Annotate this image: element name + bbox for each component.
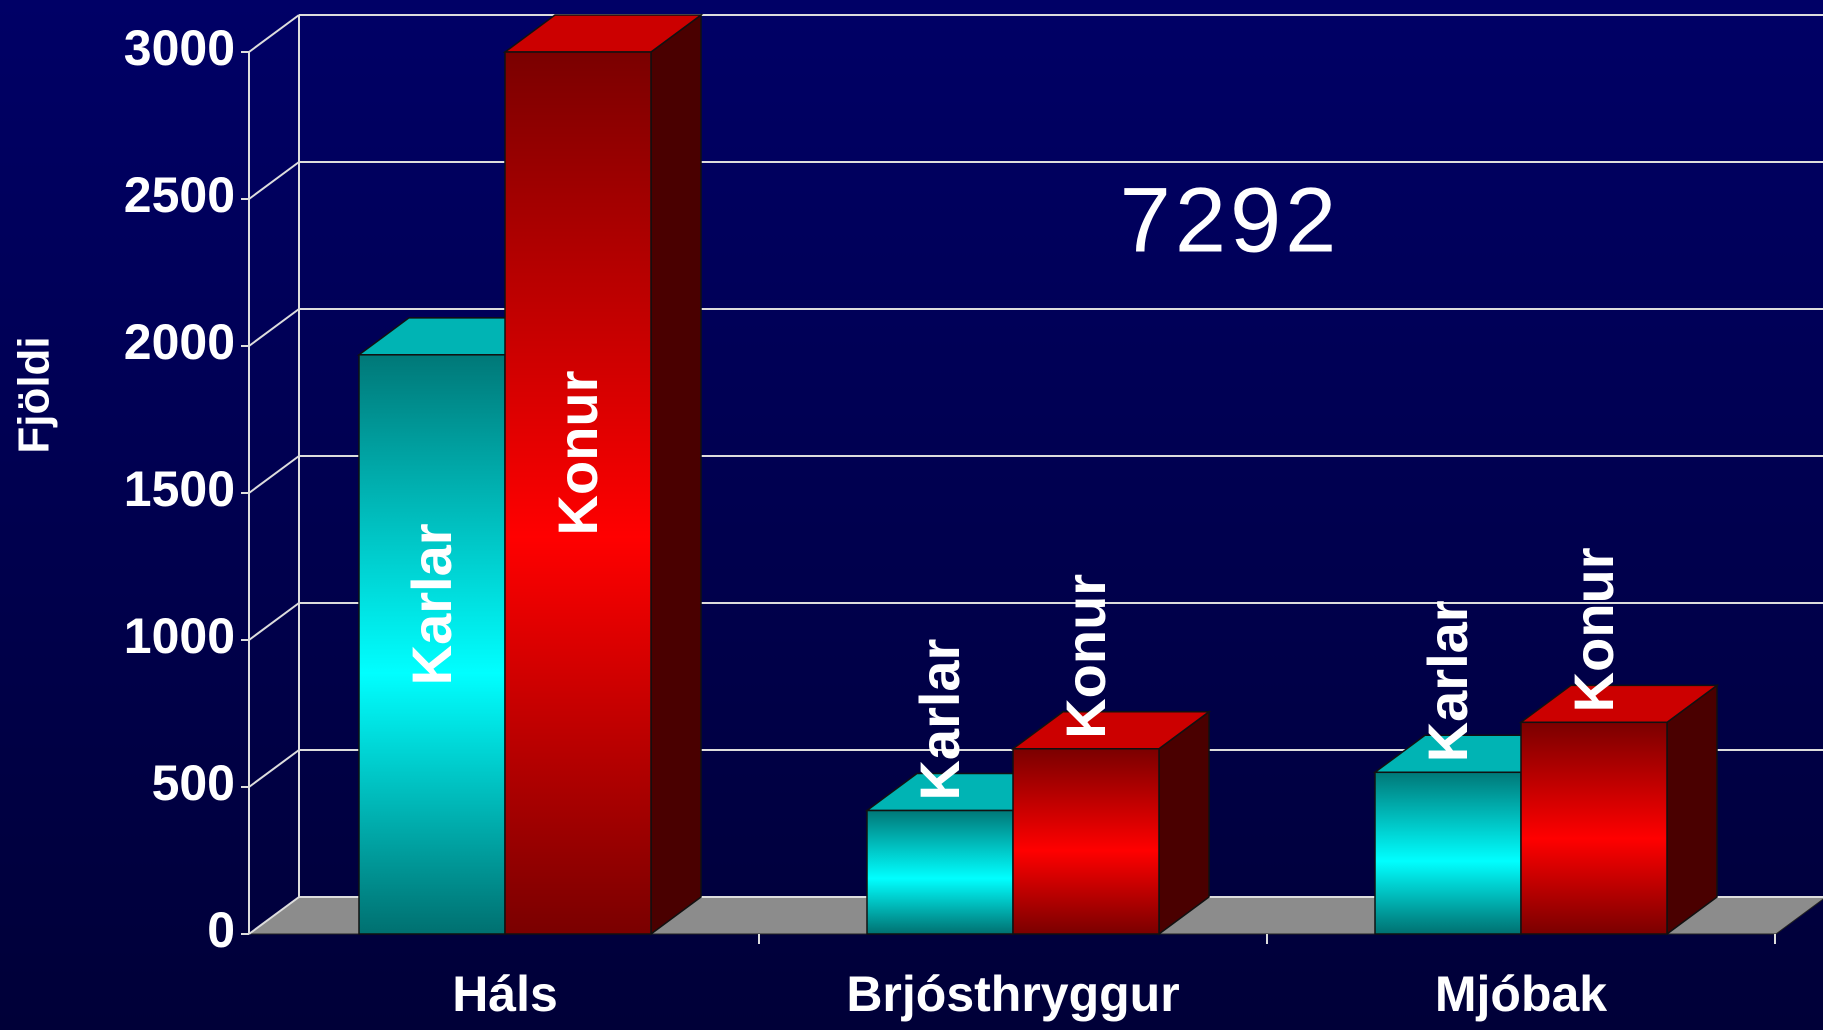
- bar: [866, 809, 1014, 935]
- grid-line: [248, 308, 300, 347]
- y-tick-label: 1500: [124, 461, 235, 517]
- bar-label: Konur: [546, 371, 609, 536]
- bar-side: [650, 13, 702, 936]
- bar-label: Konur: [1054, 574, 1117, 739]
- bar-label: Konur: [1562, 547, 1625, 712]
- bar-label: Karlar: [1416, 600, 1479, 762]
- bar-label: Karlar: [908, 639, 971, 801]
- grid-line: [248, 602, 300, 641]
- y-axis-label: Fjöldi: [10, 336, 59, 453]
- x-tick-label: Háls: [452, 966, 558, 1022]
- y-tick-label: 0: [207, 902, 235, 958]
- y-tick-label: 3000: [124, 20, 235, 76]
- bar: [1374, 771, 1522, 935]
- bar: [358, 354, 506, 935]
- y-tick-label: 2000: [124, 314, 235, 370]
- bar: [1520, 721, 1668, 935]
- y-tick-label: 1000: [124, 608, 235, 664]
- bar: [1012, 748, 1160, 935]
- bar-side: [1158, 710, 1210, 936]
- grid-line: [248, 896, 300, 935]
- bar-side: [1666, 683, 1718, 936]
- bar-label: Karlar: [400, 523, 463, 685]
- grid-line: [248, 161, 300, 200]
- grid-line: [248, 14, 300, 53]
- y-tick-label: 2500: [124, 167, 235, 223]
- x-tick-label: Mjóbak: [1435, 966, 1607, 1022]
- annotation: 7292: [1120, 169, 1341, 271]
- bar: [504, 51, 652, 935]
- grid-line: [248, 455, 300, 494]
- grid-line: [248, 749, 300, 788]
- x-tick-label: Brjósthryggur: [846, 966, 1179, 1022]
- y-tick-label: 500: [152, 755, 235, 811]
